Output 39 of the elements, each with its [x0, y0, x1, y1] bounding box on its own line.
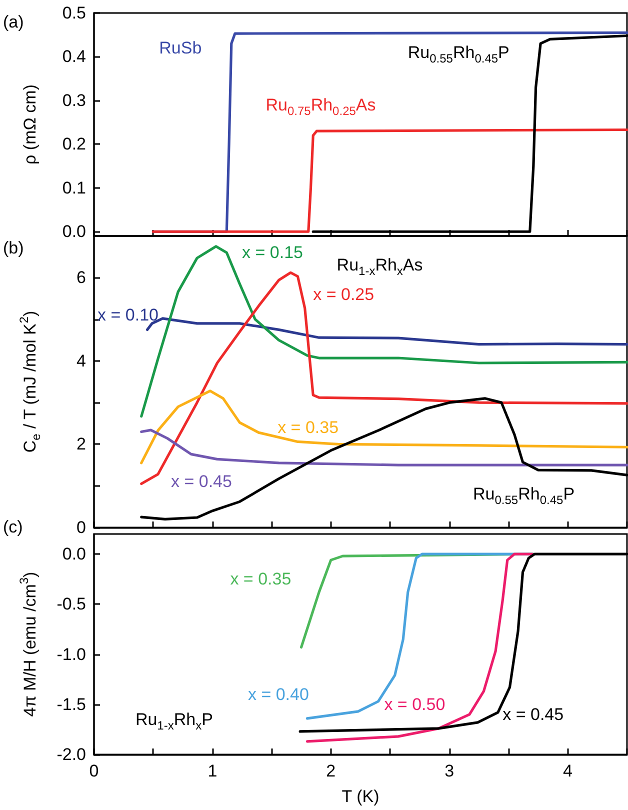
y-tick-label: 0.5 [62, 4, 86, 22]
series-label: x = 0.50 [384, 694, 446, 714]
y-tick-label: 0.3 [62, 90, 86, 110]
x-tick-label: 0 [89, 762, 99, 780]
x-tick-label: 1 [208, 762, 218, 780]
text: (a) [3, 12, 24, 32]
series-label: x = 0.15 [242, 243, 304, 262]
x-tick-label: 4 [563, 762, 573, 780]
y-tick-label: -1.0 [56, 644, 86, 664]
y-tick-label: 0.0 [62, 544, 86, 564]
line-series [152, 128, 628, 233]
y-axis-title: ρ (mΩ cm) [20, 84, 40, 164]
x-tick-label: 3 [444, 762, 454, 780]
y-tick-label: -0.5 [56, 594, 86, 614]
y-tick-label: 0 [76, 518, 86, 537]
y-axis-title: 4π M/H (emu /cm3) [17, 572, 40, 717]
series-label: x = 0.45 [502, 704, 564, 724]
text: (c) [3, 518, 23, 536]
y-tick-label: 6 [76, 268, 86, 288]
x-axis-title: T (K) [342, 787, 380, 806]
series-label: x = 0.10 [98, 306, 159, 325]
series-label: x = 0.35 [278, 418, 339, 438]
y-tick-label: 0.0 [62, 222, 86, 242]
y-tick-label: 0.1 [62, 178, 86, 198]
y-tick-label: 0.2 [62, 134, 86, 154]
series-label: RuSb [159, 38, 202, 58]
line-series [140, 390, 628, 464]
y-tick-label: 0.4 [62, 47, 86, 66]
series-label: x = 0.35 [230, 570, 292, 589]
y-tick-label: 4 [76, 351, 86, 370]
x-tick-label: 2 [326, 762, 336, 780]
y-tick-label: -1.5 [56, 694, 86, 714]
series-label: x = 0.40 [248, 684, 309, 704]
y-tick-label: 2 [76, 434, 86, 454]
series-label: x = 0.45 [170, 472, 232, 492]
series-label: x = 0.25 [313, 284, 374, 304]
text: (b) [3, 238, 24, 258]
y-tick-label: -2.0 [56, 745, 86, 764]
y-axis-title: Ce / T (mJ /mol K2) [17, 310, 43, 453]
